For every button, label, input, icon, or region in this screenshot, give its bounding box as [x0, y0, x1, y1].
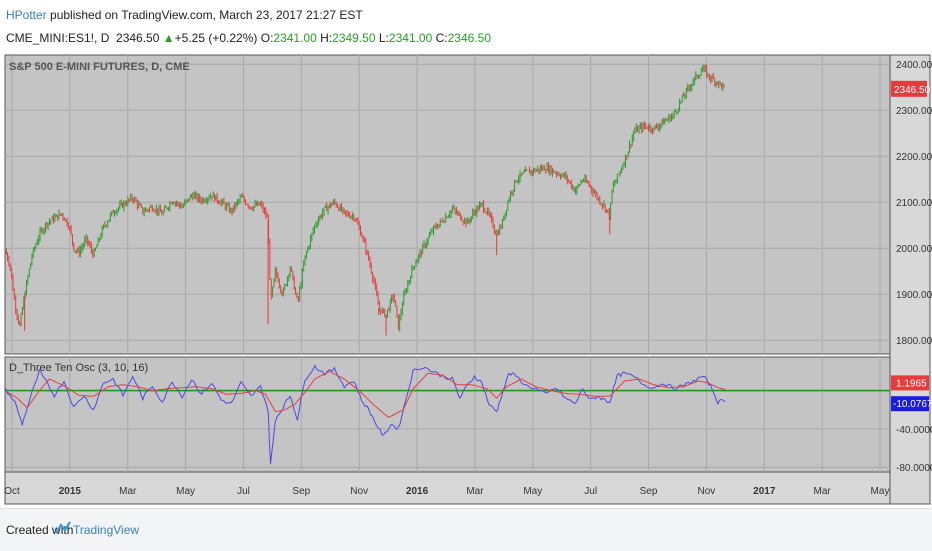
- x-tick-label: Nov: [698, 486, 716, 497]
- author-link[interactable]: HPotter: [6, 8, 47, 22]
- open-label: O:: [260, 31, 274, 45]
- x-tick-label: Sep: [292, 486, 310, 497]
- osc-value-label: 1.1965: [896, 378, 927, 389]
- osc-tick-label: -80.0000: [896, 463, 932, 474]
- x-tick-label: Jul: [584, 486, 597, 497]
- y-tick-label: 2200.00: [896, 152, 932, 163]
- time-axis: [4, 471, 891, 505]
- osc-tick-label: -40.0000: [896, 425, 932, 436]
- open-value: 2341.00: [273, 31, 317, 45]
- y-tick-label: 2300.00: [896, 106, 932, 117]
- y-tick-label: 2400.00: [896, 60, 932, 71]
- y-tick-label: 1900.00: [896, 290, 932, 301]
- price-chart-title: S&P 500 E-MINI FUTURES, D, CME: [9, 61, 190, 73]
- created-with-text: Created with: [6, 523, 74, 537]
- high-value: 2349.50: [332, 31, 376, 45]
- last-price-tag: [891, 80, 927, 97]
- chart-area[interactable]: Oct 2015 Mar May Jul Sep Nov 2016 Mar May Jul Sep No…: [0, 52, 932, 508]
- x-tick-label: Oct: [4, 486, 20, 497]
- oscillator-slow-line: [4, 370, 726, 418]
- x-tick-label: Mar: [119, 486, 137, 497]
- x-tick-label: Mar: [814, 486, 832, 497]
- y-tick-label: 1800.00: [896, 336, 932, 347]
- osc-value-tag: [891, 396, 929, 412]
- oscillator-fast-line: [4, 364, 726, 465]
- up-arrow-icon: ▲: [162, 31, 175, 45]
- y-tick-label: 2100.00: [896, 198, 932, 209]
- price-axis: [889, 54, 931, 505]
- close-value: 2346.50: [447, 31, 492, 45]
- publish-info: published on TradingView.com, March 23, …: [50, 8, 363, 22]
- x-tick-label: Mar: [466, 486, 484, 497]
- x-tick-label: May: [871, 486, 890, 497]
- tradingview-brand-link[interactable]: TradingView: [73, 523, 140, 537]
- oscillator-panel: [4, 356, 891, 473]
- footer: Created with TradingView: [0, 508, 932, 551]
- x-tick-label: Nov: [350, 486, 368, 497]
- ticker-symbol: CME_MINI:ES1!, D: [6, 31, 110, 45]
- x-tick-label: May: [523, 486, 542, 497]
- osc-value-tag: [891, 375, 929, 391]
- x-tick-label: Sep: [640, 486, 658, 497]
- low-label: L:: [378, 31, 389, 45]
- x-tick-label: 2016: [406, 486, 429, 497]
- x-tick-label: Jul: [237, 486, 250, 497]
- oscillator-title: D_Three Ten Osc (3, 10, 16): [9, 362, 148, 374]
- x-tick-label: 2017: [753, 486, 776, 497]
- osc-value-label: -10.0767: [893, 399, 932, 410]
- ticker-change: +5.25 (+0.22%): [174, 31, 258, 45]
- ticker-price: 2346.50: [116, 31, 160, 45]
- high-label: H:: [320, 31, 333, 45]
- ticker-line: CME_MINI:ES1!, D 2346.50 ▲+5.25 (+0.22%)…: [6, 31, 491, 45]
- publish-header: HPotter published on TradingView.com, Ma…: [6, 8, 363, 22]
- tradingview-logo-icon: [55, 521, 71, 534]
- x-tick-label: 2015: [59, 486, 82, 497]
- x-tick-label: May: [176, 486, 195, 497]
- last-price-label: 2346.50: [894, 85, 931, 96]
- close-label: C:: [435, 31, 448, 45]
- y-tick-label: 2000.00: [896, 244, 932, 255]
- low-value: 2341.00: [388, 31, 433, 45]
